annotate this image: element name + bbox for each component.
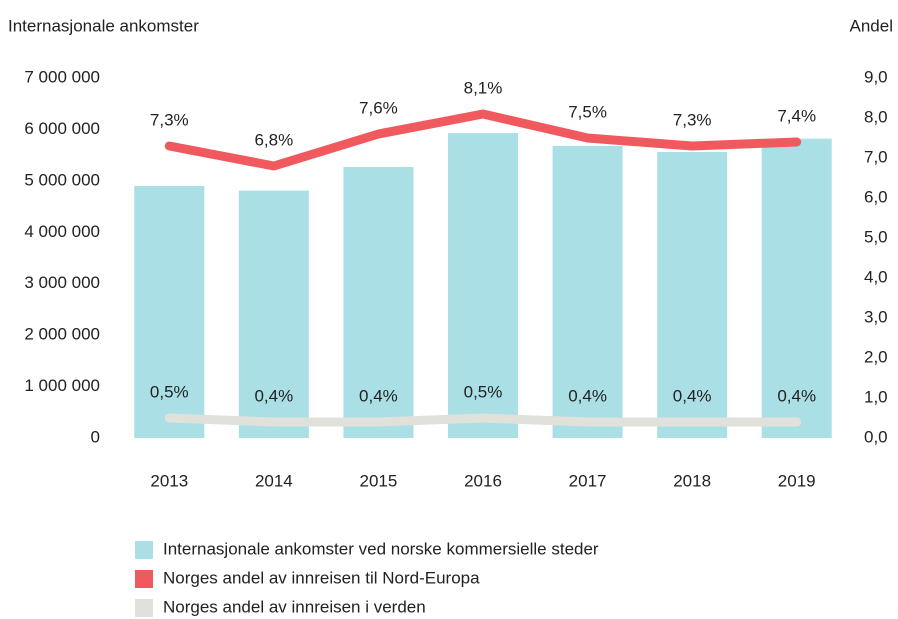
data-label: 6,8% [254, 130, 293, 149]
data-label: 8,1% [464, 78, 503, 97]
x-tick-label: 2014 [255, 471, 293, 490]
y2-tick-label: 1,0 [864, 387, 888, 406]
y2-tick-label: 3,0 [864, 307, 888, 326]
y-tick-label: 7 000 000 [24, 67, 100, 86]
data-label: 7,6% [359, 98, 398, 117]
y-axis-label: Internasjonale ankomster [8, 16, 199, 35]
y-tick-label: 3 000 000 [24, 273, 100, 292]
y2-tick-label: 0,0 [864, 427, 888, 446]
y-tick-label: 0 [91, 427, 100, 446]
legend-swatch [135, 541, 153, 559]
line [164, 413, 802, 427]
legend-swatch [135, 599, 153, 617]
data-label: 7,3% [673, 110, 712, 129]
y2-tick-label: 7,0 [864, 147, 888, 166]
data-label: 7,5% [568, 102, 607, 121]
data-label: 0,4% [777, 386, 816, 405]
bar [448, 133, 518, 438]
data-label: 7,4% [777, 106, 816, 125]
data-label: 0,4% [359, 386, 398, 405]
data-label: 0,5% [464, 382, 503, 401]
bar [343, 166, 414, 438]
legend-label: Norges andel av innreisen i verden [163, 597, 426, 616]
y-tick-label: 1 000 000 [24, 376, 100, 395]
bar [552, 145, 623, 438]
y2-tick-label: 5,0 [864, 227, 888, 246]
legend-label: Internasjonale ankomster ved norske komm… [163, 539, 599, 558]
y2-tick-label: 9,0 [864, 67, 888, 86]
data-label: 0,4% [254, 386, 293, 405]
data-label: 0,4% [568, 386, 607, 405]
x-tick-label: 2017 [569, 471, 607, 490]
data-label: 0,5% [150, 382, 189, 401]
y-tick-label: 2 000 000 [24, 325, 100, 344]
bar [761, 138, 832, 438]
x-tick-label: 2016 [464, 471, 502, 490]
y-tick-label: 4 000 000 [24, 222, 100, 241]
y-tick-label: 6 000 000 [24, 119, 100, 138]
x-tick-label: 2015 [360, 471, 398, 490]
x-tick-label: 2013 [150, 471, 188, 490]
legend-label: Norges andel av innreisen til Nord-Europ… [163, 568, 480, 587]
line [164, 109, 802, 171]
data-label: 0,4% [673, 386, 712, 405]
y2-tick-label: 6,0 [864, 187, 888, 206]
y2-tick-label: 8,0 [864, 107, 888, 126]
y-tick-label: 5 000 000 [24, 170, 100, 189]
legend-swatch [135, 570, 153, 588]
bar [134, 186, 205, 438]
y2-tick-label: 2,0 [864, 347, 888, 366]
bar [657, 152, 728, 439]
x-tick-label: 2018 [673, 471, 711, 490]
x-tick-label: 2019 [778, 471, 816, 490]
data-label: 7,3% [150, 110, 189, 129]
y2-tick-label: 4,0 [864, 267, 888, 286]
bar [238, 190, 309, 438]
y2-axis-label: Andel [850, 16, 893, 35]
